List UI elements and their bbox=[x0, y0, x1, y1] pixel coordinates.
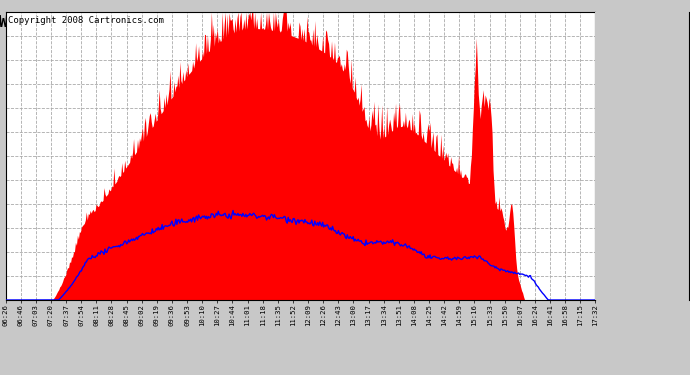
Text: Copyright 2008 Cartronics.com: Copyright 2008 Cartronics.com bbox=[8, 16, 164, 26]
Text: West Array Power (red) (watts) & Solar Radiation (blue) (W/m2) Thu Feb 28 17:35: West Array Power (red) (watts) & Solar R… bbox=[0, 13, 690, 30]
